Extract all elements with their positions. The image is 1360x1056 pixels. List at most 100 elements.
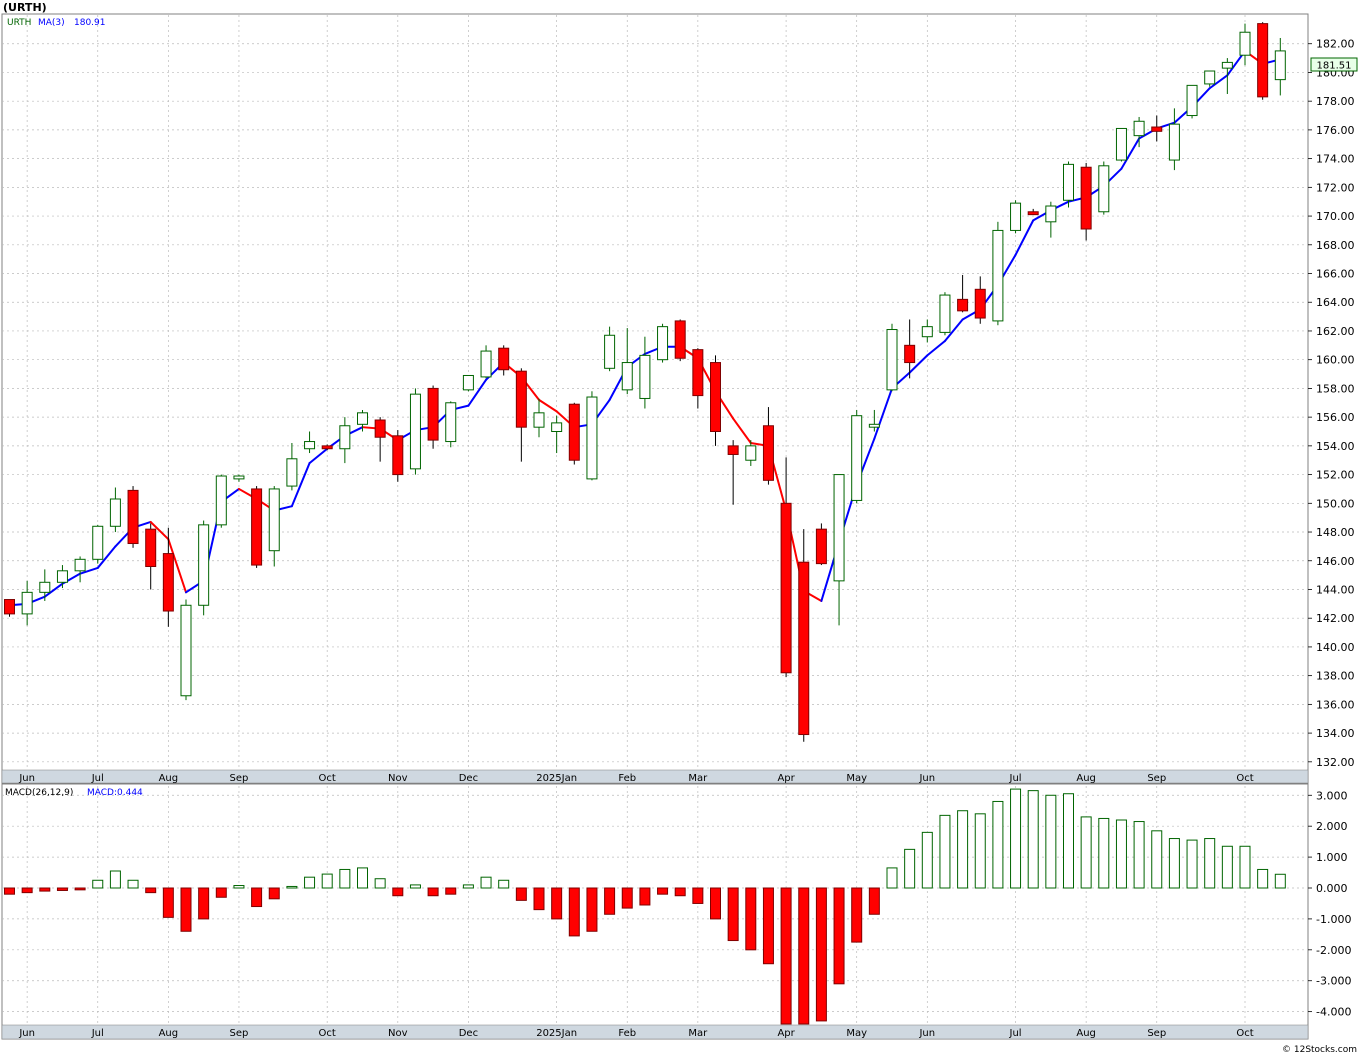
price-xtick-label: Mar — [688, 773, 708, 784]
price-xtick-label: Jul — [1009, 773, 1022, 784]
candle-body — [339, 425, 351, 450]
price-ytick-label: 158.00 — [1316, 382, 1355, 395]
candle-body — [974, 288, 986, 319]
candle-body — [1274, 50, 1286, 81]
price-ytick-label: 148.00 — [1316, 526, 1355, 539]
candle-body — [657, 326, 669, 361]
candle-body — [586, 396, 598, 480]
candle-body — [1239, 31, 1251, 56]
macd-bar — [1186, 839, 1198, 889]
candle-body — [533, 412, 545, 428]
candle-body — [39, 581, 51, 593]
legend-ticker: URTH — [7, 18, 31, 28]
macd-bar — [515, 887, 527, 901]
candle-body — [109, 498, 121, 527]
macd-bar — [1098, 817, 1110, 889]
macd-xtick-label: May — [846, 1028, 867, 1039]
macd-ytick-label: 2.000 — [1316, 820, 1348, 833]
price-ytick-label: 140.00 — [1316, 641, 1355, 654]
macd-bar — [1045, 794, 1057, 889]
macd-bar — [339, 868, 351, 889]
macd-xtick-label: Oct — [319, 1028, 336, 1039]
macd-bar — [21, 887, 33, 894]
macd-bar — [4, 887, 15, 895]
price-ytick-label: 136.00 — [1316, 698, 1355, 711]
ma3-segment — [1208, 74, 1229, 90]
macd-bar — [304, 876, 316, 889]
ma3-segment — [926, 340, 946, 357]
last-price-label: 181.51 — [1317, 61, 1352, 72]
candle-body — [268, 488, 280, 552]
candle-body — [56, 570, 68, 583]
macd-xtick-label: Mar — [688, 1028, 708, 1039]
macd-bar — [1080, 816, 1092, 889]
candle-body — [1257, 23, 1269, 98]
price-ytick-label: 182.00 — [1316, 38, 1355, 51]
price-xtick-label: Sep — [230, 773, 249, 784]
price-ytick-label: 176.00 — [1316, 124, 1355, 137]
macd-xtick-label: Oct — [1236, 1028, 1253, 1039]
candle-body — [1221, 61, 1233, 69]
macd-bar — [109, 870, 121, 889]
price-xtick-label: Nov — [388, 773, 408, 784]
macd-bar — [657, 887, 669, 895]
candle-body — [957, 298, 969, 312]
macd-bar — [762, 887, 774, 965]
candle-body — [21, 591, 33, 615]
candle-body — [180, 604, 192, 697]
macd-ytick-label: 1.000 — [1316, 851, 1348, 864]
candle-body — [286, 458, 298, 487]
footer-credit: © 12Stocks.com — [1282, 1045, 1357, 1055]
candle-body — [1098, 165, 1110, 213]
candle-body — [568, 403, 580, 461]
macd-bar — [957, 810, 969, 889]
candle-body — [639, 354, 651, 399]
macd-xtick-label: Nov — [388, 1028, 408, 1039]
macd-bar — [1257, 868, 1269, 889]
candle-body — [621, 362, 633, 391]
candle-body — [92, 525, 104, 560]
macd-xtick-label: 2025Jan — [536, 1028, 577, 1039]
macd-bar — [251, 887, 263, 908]
price-ytick-label: 156.00 — [1316, 411, 1355, 424]
macd-bar — [551, 887, 563, 920]
candle-body — [1151, 126, 1163, 132]
candle-body — [304, 441, 316, 450]
ma3-segment — [732, 417, 752, 444]
macd-bar — [1274, 873, 1286, 889]
macd-bar — [92, 879, 104, 889]
candle-body — [427, 387, 439, 441]
ma3-segment — [308, 447, 329, 465]
macd-xtick-label: Jul — [1009, 1028, 1022, 1039]
macd-bar — [886, 867, 898, 889]
price-xtick-label: Oct — [1236, 773, 1253, 784]
macd-bar — [1063, 793, 1074, 889]
macd-ytick-label: 3.000 — [1316, 789, 1348, 802]
candle-body — [551, 422, 563, 432]
price-xtick-label: Oct — [319, 773, 336, 784]
candle-body — [1010, 202, 1022, 231]
candle-body — [462, 374, 474, 391]
macd-bar — [992, 800, 1004, 889]
macd-bar — [445, 887, 457, 895]
candle-body — [798, 561, 810, 736]
macd-bar — [498, 879, 510, 889]
candle-body — [1204, 70, 1216, 85]
price-ytick-label: 178.00 — [1316, 95, 1355, 108]
price-ytick-label: 150.00 — [1316, 497, 1355, 510]
ma3-segment — [1120, 137, 1141, 170]
candle-body — [710, 362, 721, 432]
macd-x-axis-band — [1, 1024, 1309, 1040]
macd-xtick-label: Aug — [159, 1028, 179, 1039]
macd-bar — [851, 887, 863, 943]
candle-body — [409, 393, 421, 470]
macd-bar — [233, 885, 245, 889]
price-xtick-label: Jul — [91, 773, 104, 784]
macd-bar — [815, 887, 827, 1022]
macd-legend-label: MACD(26,12,9) — [5, 788, 73, 798]
macd-bar — [145, 887, 157, 894]
candle-body — [321, 445, 333, 450]
candle-body — [904, 344, 916, 364]
price-ytick-label: 174.00 — [1316, 153, 1355, 166]
chart-title: (URTH) — [3, 1, 47, 14]
